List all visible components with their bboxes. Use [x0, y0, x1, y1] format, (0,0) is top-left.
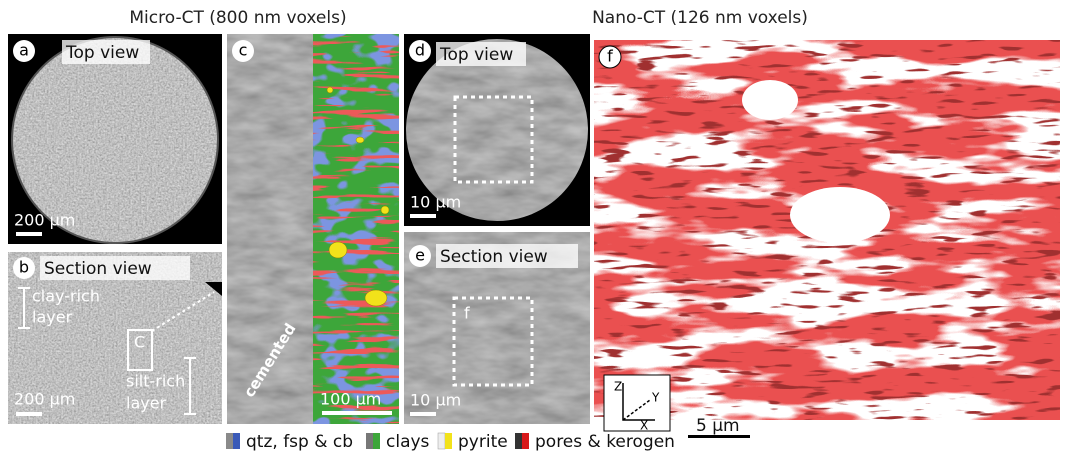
- header: Micro-CT (800 nm voxels): [129, 8, 346, 28]
- panel-letter: a: [19, 41, 29, 60]
- scale-bar: [410, 412, 436, 416]
- axis-label: X: [640, 419, 648, 433]
- scale-label: 100 µm: [320, 390, 381, 409]
- scale-bar: [688, 435, 750, 438]
- pyrite-grain: [381, 206, 389, 214]
- panel-letter: c: [239, 41, 248, 60]
- header: Nano-CT (126 nm voxels): [592, 8, 808, 28]
- panel-title: Section view: [44, 259, 152, 279]
- scale-label: 200 µm: [14, 390, 75, 409]
- legend-swatch: [445, 433, 452, 449]
- region-label: f: [464, 304, 470, 323]
- figure: Micro-CT (800 nm voxels) Nano-CT (126 nm…: [0, 0, 1067, 456]
- legend-swatch: [522, 433, 529, 449]
- legend-swatch: [515, 433, 522, 449]
- legend-swatch: [233, 433, 240, 449]
- scale-label: 10 µm: [410, 193, 461, 212]
- void: [790, 187, 890, 243]
- panel-letter: d: [415, 41, 425, 60]
- panel-letter: f: [607, 47, 613, 66]
- annotation: clay-rich: [32, 287, 100, 306]
- scale-label: 200 µm: [14, 211, 75, 230]
- panel-letter: e: [415, 246, 425, 265]
- legend-swatch: [366, 433, 373, 449]
- legend-label: qtz, fsp & cb: [246, 432, 353, 452]
- pyrite-grain: [327, 87, 333, 93]
- panel-title: Section view: [440, 247, 548, 267]
- legend-swatch: [226, 433, 233, 449]
- panel-f: [594, 40, 1060, 420]
- panel-title: Top view: [439, 45, 513, 65]
- scale-bar: [322, 411, 392, 415]
- axis-label: Z: [614, 380, 622, 394]
- scale-label: 10 µm: [410, 391, 461, 410]
- panel-title: Top view: [65, 43, 139, 63]
- annotation: layer: [32, 308, 73, 327]
- annotation: layer: [126, 394, 167, 413]
- legend-swatch: [438, 433, 445, 449]
- pyrite-grain: [356, 137, 364, 143]
- pore-phase: [313, 34, 399, 424]
- legend-swatch: [373, 433, 380, 449]
- annotation: silt-rich: [126, 372, 185, 391]
- scale-bar: [16, 412, 42, 416]
- scale-bar: [410, 214, 436, 218]
- axis-label: Y: [651, 391, 660, 405]
- legend-label: clays: [386, 432, 430, 452]
- scale-label: 5 µm: [696, 416, 740, 436]
- legend: qtz, fsp & cb clays pyrite pores & kerog…: [226, 432, 675, 452]
- region-label: C: [134, 333, 145, 352]
- scale-bar: [16, 232, 42, 236]
- void: [742, 80, 798, 120]
- pyrite-grain: [329, 242, 347, 258]
- legend-label: pyrite: [458, 432, 508, 452]
- legend-label: pores & kerogen: [535, 432, 675, 452]
- pyrite-grain: [365, 290, 387, 306]
- panel-letter: b: [19, 258, 29, 277]
